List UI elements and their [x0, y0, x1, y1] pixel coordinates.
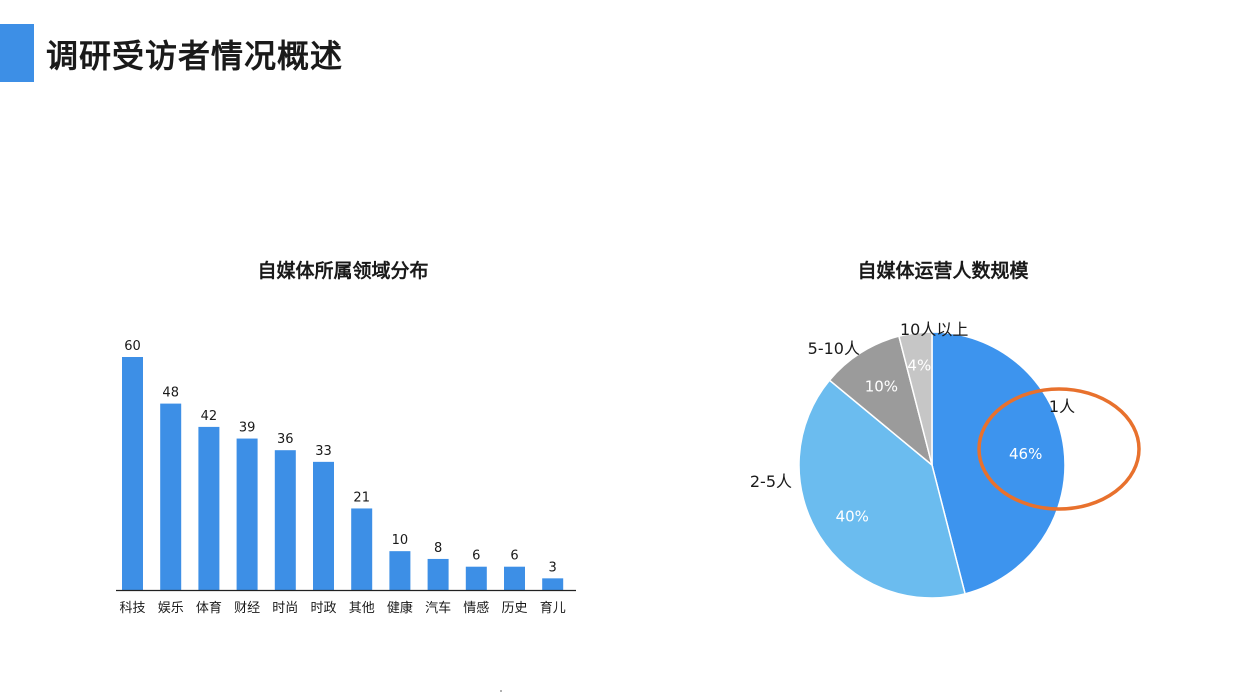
pie-percent-label: 4%: [907, 357, 931, 375]
bar-value-label: 3: [549, 560, 557, 575]
bar-育儿: [542, 578, 564, 590]
pie-category-label: 2-5人: [750, 472, 792, 491]
bar-健康: [389, 551, 411, 590]
bar-category-label: 情感: [463, 600, 489, 616]
bar-category-label: 其他: [349, 601, 375, 616]
pie-chart-title: 自媒体运营人数规模: [857, 260, 1029, 282]
bar-category-label: 历史: [501, 601, 527, 616]
pie-slice-1人: [931, 331, 1066, 595]
bar-category-label: 娱乐: [158, 601, 184, 616]
bar-value-label: 8: [434, 541, 442, 556]
pie-percent-label: 40%: [836, 508, 869, 526]
bar-category-label: 科技: [119, 601, 145, 616]
bar-历史: [504, 566, 525, 590]
bar-category-label: 健康: [387, 600, 413, 616]
pie-chart: 46% 1人 40% 2-5人 10% 5-10人 4% 10人以上: [750, 320, 1141, 599]
bar-category-label: 时尚: [272, 601, 298, 616]
bar-value-label: 36: [277, 432, 294, 447]
pie-slice-2-5人: [798, 379, 966, 599]
pie-slice-10人以上: [898, 331, 933, 466]
bar-value-label: 6: [510, 549, 518, 564]
bar-财经: [236, 438, 258, 590]
bar-其他: [351, 508, 373, 590]
bar-category-label: 汽车: [425, 600, 451, 616]
title-accent-bar: [0, 24, 34, 82]
bar-情感: [465, 566, 487, 590]
page-title: 调研受访者情况概述: [46, 37, 344, 75]
highlight-ring: [977, 387, 1141, 511]
bar-category-label: 体育: [196, 600, 222, 616]
bar-chart-title: 自媒体所属领域分布: [257, 260, 429, 282]
bar-科技: [122, 357, 143, 590]
bar-category-label: 时政: [310, 601, 336, 616]
bar-汽车: [427, 558, 449, 590]
bar-value-label: 10: [392, 533, 409, 548]
bar-category-label: 育儿: [540, 600, 566, 616]
page-dot: [500, 690, 502, 692]
bar-时政: [313, 461, 334, 590]
bar-娱乐: [160, 403, 182, 590]
pie-category-label: 1人: [1049, 397, 1075, 416]
bar-chart: 60 科技 48 娱乐 42 体育 39 财经 36 时尚 33 时政 21 其他 10 健康 8 汽车 6 情感 6 历…: [116, 339, 576, 616]
bar-时尚: [274, 450, 296, 590]
bar-value-label: 33: [315, 444, 332, 459]
bar-value-label: 6: [472, 549, 480, 564]
bar-体育: [198, 426, 220, 590]
pie-category-label: 10人以上: [900, 320, 968, 339]
bar-value-label: 60: [124, 339, 141, 354]
pie-percent-label: 46%: [1009, 445, 1042, 463]
bar-value-label: 39: [239, 421, 256, 436]
bar-value-label: 21: [353, 490, 370, 505]
pie-category-label: 5-10人: [808, 339, 860, 358]
pie-percent-label: 10%: [865, 377, 898, 395]
pie-slice-5-10人: [828, 335, 934, 468]
bar-value-label: 42: [201, 409, 218, 424]
bar-category-label: 财经: [234, 601, 260, 616]
bar-value-label: 48: [162, 386, 179, 401]
